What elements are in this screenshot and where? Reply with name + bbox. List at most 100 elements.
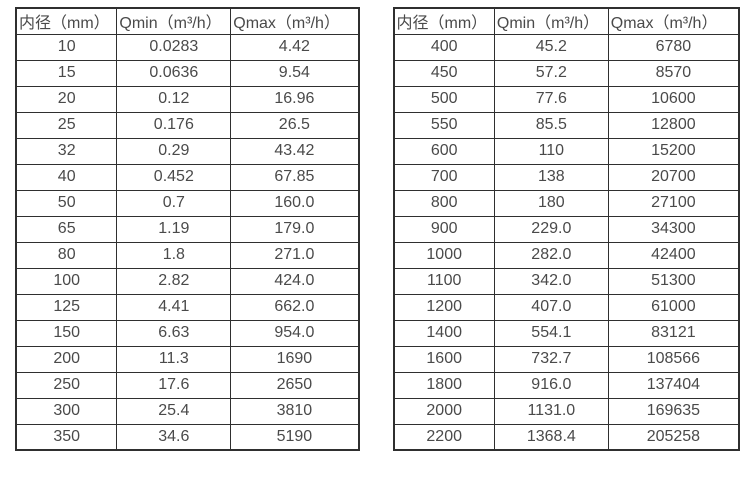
table-cell: 20700 (607, 163, 740, 191)
header-row: 内径（mm） Qmin（m³/h） Qmax（m³/h） (393, 7, 740, 35)
table-cell: 1131.0 (493, 397, 609, 425)
table-cell: 732.7 (493, 345, 609, 373)
table-cell: 2.82 (116, 267, 232, 295)
table-cell: 0.29 (116, 137, 232, 165)
table-cell: 600 (393, 137, 495, 165)
table-cell: 3810 (230, 397, 359, 425)
table-cell: 1.8 (116, 241, 232, 269)
table-cell: 0.176 (116, 111, 232, 139)
table-cell: 1368.4 (493, 423, 609, 451)
table-cell: 180 (493, 189, 609, 217)
table-cell: 32 (15, 137, 118, 165)
table-cell: 0.452 (116, 163, 232, 191)
table-cell: 110 (493, 137, 609, 165)
table-cell: 6780 (607, 33, 740, 61)
table-cell: 450 (393, 59, 495, 87)
table-row: 600 110 15200 (393, 137, 740, 165)
table-cell: 424.0 (230, 267, 359, 295)
table-cell: 2650 (230, 371, 359, 399)
table-cell: 34.6 (116, 423, 232, 451)
table-row: 1600 732.7 108566 (393, 345, 740, 373)
table-cell: 1400 (393, 319, 495, 347)
table-row: 40 0.452 67.85 (15, 163, 359, 191)
table-row: 450 57.2 8570 (393, 59, 740, 87)
table-cell: 0.0636 (116, 59, 232, 87)
table-row: 65 1.19 179.0 (15, 215, 359, 243)
table-row: 2000 1131.0 169635 (393, 397, 740, 425)
table-cell: 57.2 (493, 59, 609, 87)
table-row: 900 229.0 34300 (393, 215, 740, 243)
table-cell: 4.42 (230, 33, 359, 61)
table-cell: 954.0 (230, 319, 359, 347)
table-row: 300 25.4 3810 (15, 397, 359, 425)
table-row: 1000 282.0 42400 (393, 241, 740, 269)
table-row: 400 45.2 6780 (393, 33, 740, 61)
table-cell: 700 (393, 163, 495, 191)
table-cell: 51300 (607, 267, 740, 295)
table-row: 200 11.3 1690 (15, 345, 359, 373)
table-cell: 2000 (393, 397, 495, 425)
table-cell: 8570 (607, 59, 740, 87)
table-cell: 179.0 (230, 215, 359, 243)
table-header: 内径（mm） Qmin（m³/h） Qmax（m³/h） (15, 7, 359, 35)
table-cell: 0.12 (116, 85, 232, 113)
table-cell: 10600 (607, 85, 740, 113)
column-header-qmin: Qmin（m³/h） (493, 7, 609, 35)
column-header-qmax: Qmax（m³/h） (607, 7, 740, 35)
table-cell: 1600 (393, 345, 495, 373)
table-cell: 4.41 (116, 293, 232, 321)
table-cell: 61000 (607, 293, 740, 321)
column-header-qmax: Qmax（m³/h） (230, 7, 359, 35)
table-row: 10 0.0283 4.42 (15, 33, 359, 61)
table-cell: 42400 (607, 241, 740, 269)
table-row: 125 4.41 662.0 (15, 293, 359, 321)
table-row: 20 0.12 16.96 (15, 85, 359, 113)
table-cell: 400 (393, 33, 495, 61)
table-cell: 10 (15, 33, 118, 61)
table-row: 150 6.63 954.0 (15, 319, 359, 347)
table-row: 2200 1368.4 205258 (393, 423, 740, 451)
column-header-qmin: Qmin（m³/h） (116, 7, 232, 35)
table-cell: 282.0 (493, 241, 609, 269)
table-cell: 43.42 (230, 137, 359, 165)
table-cell: 1100 (393, 267, 495, 295)
table-cell: 40 (15, 163, 118, 191)
table-cell: 900 (393, 215, 495, 243)
table-cell: 407.0 (493, 293, 609, 321)
table-cell: 1800 (393, 371, 495, 399)
table-cell: 83121 (607, 319, 740, 347)
table-row: 80 1.8 271.0 (15, 241, 359, 269)
table-cell: 5190 (230, 423, 359, 451)
table-row: 250 17.6 2650 (15, 371, 359, 399)
table-cell: 138 (493, 163, 609, 191)
table-cell: 27100 (607, 189, 740, 217)
table-cell: 0.7 (116, 189, 232, 217)
table-cell: 662.0 (230, 293, 359, 321)
table-cell: 137404 (607, 371, 740, 399)
table-row: 800 180 27100 (393, 189, 740, 217)
table-row: 1400 554.1 83121 (393, 319, 740, 347)
table-body-small-diameters: 10 0.0283 4.42 15 0.0636 9.54 20 0.12 16.96 25 0.1… (15, 33, 359, 451)
table-row: 25 0.176 26.5 (15, 111, 359, 139)
table-cell: 350 (15, 423, 118, 451)
table-cell: 200 (15, 345, 118, 373)
table-cell: 12800 (607, 111, 740, 139)
table-cell: 25.4 (116, 397, 232, 425)
table-row: 1100 342.0 51300 (393, 267, 740, 295)
table-cell: 500 (393, 85, 495, 113)
table-cell: 108566 (607, 345, 740, 373)
table-cell: 34300 (607, 215, 740, 243)
spec-table-large-diameters: 内径（mm） Qmin（m³/h） Qmax（m³/h） 400 45.2 6780… (392, 7, 740, 451)
table-cell: 229.0 (493, 215, 609, 243)
table-row: 15 0.0636 9.54 (15, 59, 359, 87)
table-cell: 550 (393, 111, 495, 139)
table-cell: 125 (15, 293, 118, 321)
table-cell: 15200 (607, 137, 740, 165)
table-row: 500 77.6 10600 (393, 85, 740, 113)
table-cell: 0.0283 (116, 33, 232, 61)
table-body-large-diameters: 400 45.2 6780 450 57.2 8570 500 77.6 10600 550 85.… (393, 33, 740, 451)
table-row: 700 138 20700 (393, 163, 740, 191)
table-cell: 1.19 (116, 215, 232, 243)
table-cell: 1200 (393, 293, 495, 321)
